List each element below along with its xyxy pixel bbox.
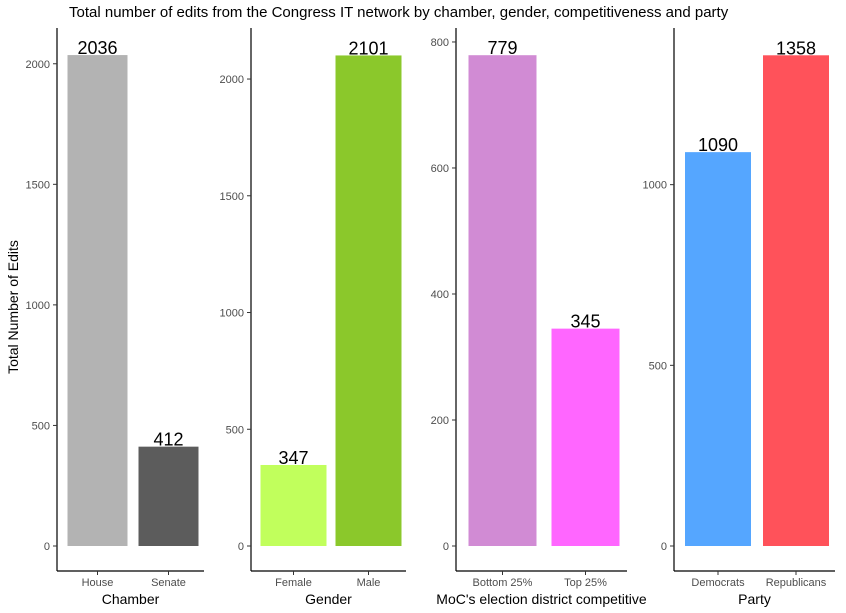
bar-democrats <box>685 152 751 546</box>
y-tick-label: 0 <box>238 541 244 553</box>
bar-top-25- <box>551 328 620 546</box>
bar-female <box>260 464 327 546</box>
data-label: 412 <box>153 430 183 450</box>
y-tick-label: 800 <box>431 37 449 49</box>
y-tick-label: 200 <box>431 415 449 427</box>
data-label: 779 <box>487 38 517 58</box>
data-label: 347 <box>278 448 308 468</box>
x-axis-label: Gender <box>305 591 352 607</box>
y-tick-label: 1000 <box>26 300 50 312</box>
panel-1: 0 500 1000 1500 2000 2036 House 412 Senate Chambe… <box>26 28 204 607</box>
data-label: 1090 <box>698 135 738 155</box>
x-axis-label: MoC's election district competitive <box>436 591 647 607</box>
x-axis-label: Party <box>738 591 771 607</box>
panels: 05001000150020002036House412SenateChambe… <box>26 28 835 607</box>
x-axis-label: Chamber <box>102 591 160 607</box>
data-label: 2036 <box>77 38 117 58</box>
y-tick-label: 0 <box>443 541 449 553</box>
x-tick-label: Female <box>275 577 312 589</box>
bar-bottom-25- <box>468 55 537 546</box>
y-axis-label: Total Number of Edits <box>5 240 21 374</box>
y-tick-label: 2000 <box>26 59 50 71</box>
x-tick-label: Top 25% <box>564 577 607 589</box>
y-tick-label: 1500 <box>26 179 50 191</box>
bar-senate <box>138 446 199 546</box>
y-tick-label: 1000 <box>220 308 244 320</box>
y-tick-label: 500 <box>226 424 244 436</box>
data-label: 2101 <box>348 38 388 58</box>
panel-2: 0 500 1000 1500 2000 347 Female 2101 Male Gender <box>220 28 406 607</box>
x-tick-label: House <box>82 577 114 589</box>
y-tick-label: 1000 <box>643 180 667 192</box>
y-tick-label: 500 <box>32 420 50 432</box>
y-tick-label: 0 <box>661 541 667 553</box>
y-tick-label: 1500 <box>220 191 244 203</box>
panel-4: 0 500 1000 1090 Democrats 1358 Republicans Part… <box>643 28 835 607</box>
bar-male <box>335 55 402 547</box>
bar-republicans <box>763 55 829 546</box>
panel-3: 0 200 400 600 800 779 Bottom 25% 345 Top 25% MoC'… <box>431 28 647 607</box>
y-tick-label: 400 <box>431 289 449 301</box>
x-tick-label: Senate <box>151 577 186 589</box>
x-tick-label: Democrats <box>691 577 745 589</box>
x-tick-label: Bottom 25% <box>473 577 533 589</box>
data-label: 345 <box>570 312 600 332</box>
y-tick-label: 2000 <box>220 74 244 86</box>
x-tick-label: Republicans <box>766 577 827 589</box>
x-tick-label: Male <box>357 577 381 589</box>
bar-house <box>67 55 128 547</box>
y-tick-label: 500 <box>649 360 667 372</box>
data-label: 1358 <box>776 38 816 58</box>
y-tick-label: 0 <box>44 541 50 553</box>
chart-title: Total number of edits from the Congress … <box>69 4 729 21</box>
y-tick-label: 600 <box>431 163 449 175</box>
